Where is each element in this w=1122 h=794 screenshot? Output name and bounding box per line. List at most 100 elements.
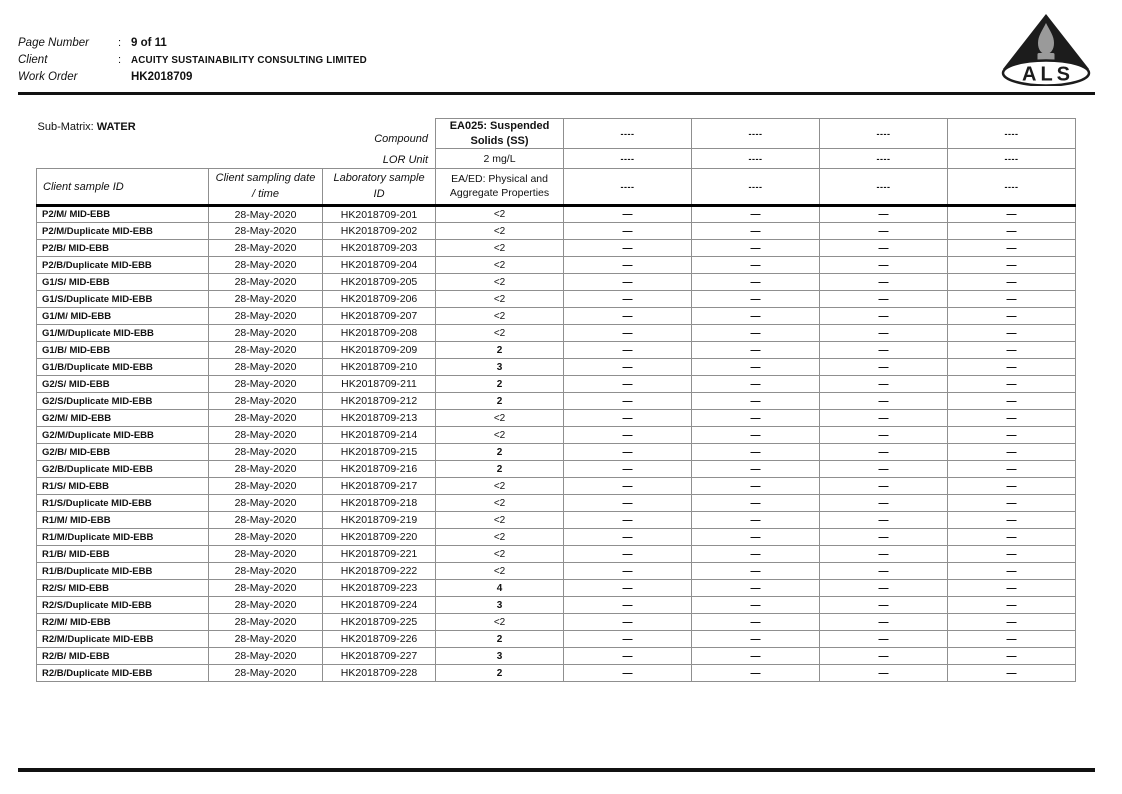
sample-id-cell: G1/S/Duplicate MID-EBB <box>36 290 209 308</box>
sampling-date-cell: 28-May-2020 <box>208 290 323 308</box>
lab-sample-id-cell: HK2018709-223 <box>321 579 437 597</box>
empty-result-cell: — <box>947 579 1077 597</box>
empty-result-cell: — <box>819 358 949 376</box>
empty-result-cell: — <box>947 290 1077 308</box>
ss-result-cell: 2 <box>435 392 565 410</box>
table-row: R1/S/Duplicate MID-EBB 28-May-2020 HK201… <box>36 494 1077 512</box>
client-label: Client <box>18 54 48 66</box>
sampling-date-cell: 28-May-2020 <box>208 307 323 325</box>
lab-sample-id-cell: HK2018709-212 <box>321 392 437 410</box>
empty-result-cell: — <box>563 613 693 631</box>
empty-result-cell: — <box>691 613 821 631</box>
lab-sample-id-cell: HK2018709-203 <box>321 239 437 257</box>
sampling-date-cell: 28-May-2020 <box>208 256 323 274</box>
empty-result-cell: — <box>819 494 949 512</box>
sampling-date-cell: 28-May-2020 <box>208 630 323 648</box>
sample-id-cell: G2/M/Duplicate MID-EBB <box>36 426 209 444</box>
empty-result-cell: — <box>947 511 1077 529</box>
ss-result-cell: <2 <box>435 409 565 427</box>
lor-unit-label: LOR Unit <box>382 154 429 166</box>
empty-result-cell: — <box>691 239 821 257</box>
ss-result-cell: 2 <box>435 375 565 393</box>
ss-result-cell: <2 <box>435 239 565 257</box>
empty-result-cell: — <box>947 647 1077 665</box>
empty-result-cell: — <box>819 392 949 410</box>
logo-text: ALS <box>1022 64 1074 86</box>
empty-method-cell: ---- <box>947 168 1077 207</box>
lab-sample-id-header-line2: ID <box>373 187 385 200</box>
empty-result-cell: — <box>691 647 821 665</box>
table-row: R2/S/ MID-EBB 28-May-2020 HK2018709-223 … <box>36 579 1077 597</box>
empty-result-cell: — <box>563 426 693 444</box>
empty-result-cell: — <box>563 409 693 427</box>
empty-result-cell: — <box>563 222 693 240</box>
footer-rule <box>18 768 1095 772</box>
ss-result-cell: <2 <box>435 562 565 580</box>
lab-sample-id-cell: HK2018709-215 <box>321 443 437 461</box>
empty-result-cell: — <box>563 647 693 665</box>
sub-matrix-cell: Sub-Matrix: WATER Compound <box>37 119 436 149</box>
sample-id-cell: G1/B/Duplicate MID-EBB <box>36 358 209 376</box>
sampling-date-cell: 28-May-2020 <box>208 562 323 580</box>
ss-result-cell: <2 <box>435 324 565 342</box>
sub-matrix-value: WATER <box>96 120 136 133</box>
ss-result-cell: <2 <box>435 273 565 291</box>
table-row: R1/S/ MID-EBB 28-May-2020 HK2018709-217 … <box>36 477 1077 495</box>
empty-result-cell: — <box>819 477 949 495</box>
sampling-date-cell: 28-May-2020 <box>208 239 323 257</box>
sample-id-cell: R1/S/ MID-EBB <box>36 477 209 495</box>
empty-lor-cell: ---- <box>563 148 693 169</box>
empty-result-cell: — <box>947 664 1077 682</box>
sampling-date-cell: 28-May-2020 <box>208 477 323 495</box>
empty-result-cell: — <box>947 494 1077 512</box>
empty-result-cell: — <box>947 409 1077 427</box>
empty-result-cell: — <box>947 239 1077 257</box>
empty-result-cell: — <box>691 511 821 529</box>
lab-sample-id-cell: HK2018709-227 <box>321 647 437 665</box>
empty-result-cell: — <box>563 630 693 648</box>
sub-matrix-label: Sub-Matrix: <box>37 120 94 133</box>
empty-result-cell: — <box>947 256 1077 274</box>
table-row: G2/S/ MID-EBB 28-May-2020 HK2018709-211 … <box>36 375 1077 393</box>
empty-result-cell: — <box>691 273 821 291</box>
table-row: R1/B/Duplicate MID-EBB 28-May-2020 HK201… <box>36 562 1077 580</box>
empty-result-cell: — <box>819 630 949 648</box>
column-header-row: Client sample ID Client sampling date / … <box>36 168 1077 207</box>
results-table: Sub-Matrix: WATER Compound EA025: Suspend… <box>36 118 1077 682</box>
sampling-date-header: Client sampling date / time <box>208 168 323 207</box>
als-logo: ALS <box>1001 14 1091 86</box>
ss-result-cell: 2 <box>435 443 565 461</box>
lab-sample-id-cell: HK2018709-205 <box>321 273 437 291</box>
ss-result-cell: <2 <box>435 307 565 325</box>
sampling-date-cell: 28-May-2020 <box>208 273 323 291</box>
empty-result-cell: — <box>947 528 1077 546</box>
empty-result-cell: — <box>819 409 949 427</box>
empty-result-cell: — <box>563 494 693 512</box>
sample-id-cell: R1/B/Duplicate MID-EBB <box>36 562 209 580</box>
ss-result-cell: 3 <box>435 596 565 614</box>
empty-result-cell: — <box>819 426 949 444</box>
empty-result-cell: — <box>691 222 821 240</box>
empty-result-cell: — <box>691 460 821 478</box>
empty-result-cell: — <box>947 596 1077 614</box>
table-row: R2/B/ MID-EBB 28-May-2020 HK2018709-227 … <box>36 647 1077 665</box>
empty-result-cell: — <box>691 358 821 376</box>
empty-result-cell: — <box>691 307 821 325</box>
table-row: R2/S/Duplicate MID-EBB 28-May-2020 HK201… <box>36 596 1077 614</box>
table-row: P2/B/Duplicate MID-EBB 28-May-2020 HK201… <box>36 256 1077 274</box>
empty-result-cell: — <box>947 613 1077 631</box>
lab-sample-id-header-line1: Laboratory sample <box>333 171 425 184</box>
table-row: G1/B/Duplicate MID-EBB 28-May-2020 HK201… <box>36 358 1077 376</box>
table-row: G2/S/Duplicate MID-EBB 28-May-2020 HK201… <box>36 392 1077 410</box>
empty-result-cell: — <box>947 324 1077 342</box>
ss-result-cell: 3 <box>435 358 565 376</box>
table-row: G1/S/ MID-EBB 28-May-2020 HK2018709-205 … <box>36 273 1077 291</box>
empty-result-cell: — <box>819 596 949 614</box>
empty-compound-cell: ---- <box>947 118 1077 149</box>
sampling-date-cell: 28-May-2020 <box>208 341 323 359</box>
empty-result-cell: — <box>819 528 949 546</box>
sampling-date-cell: 28-May-2020 <box>208 647 323 665</box>
empty-lor-cell: ---- <box>691 148 821 169</box>
lab-sample-id-cell: HK2018709-202 <box>321 222 437 240</box>
empty-result-cell: — <box>819 290 949 308</box>
